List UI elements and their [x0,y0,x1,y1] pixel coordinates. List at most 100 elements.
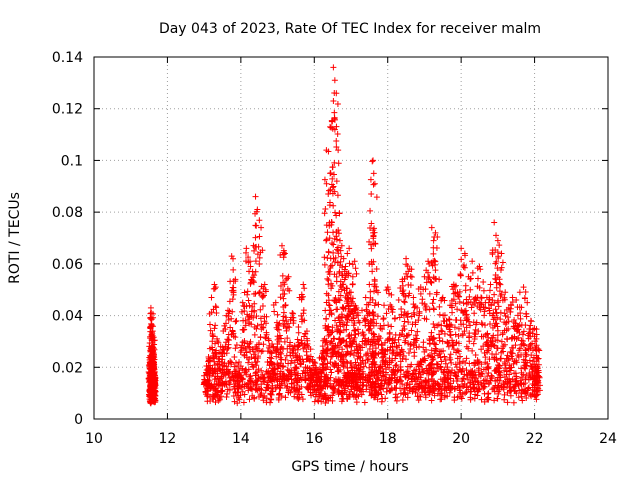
data-point [391,384,398,391]
data-point [523,395,530,401]
data-point [325,375,332,382]
data-point [326,199,333,206]
y-axis-label: ROTI / TECUs [7,192,23,284]
data-point [234,379,241,386]
data-point [333,236,340,243]
data-point [467,286,474,293]
data-point [250,364,257,371]
data-point [149,335,156,342]
data-point [463,355,470,362]
data-point [341,389,348,396]
data-point [341,266,348,273]
data-point [279,363,286,370]
data-point [507,381,514,388]
data-point [431,233,438,240]
data-point [151,381,158,388]
data-point [251,247,258,254]
data-point [486,287,493,294]
data-point [403,261,410,268]
data-point [213,310,220,317]
data-point [368,258,375,265]
data-point [444,393,451,400]
data-point [236,369,243,376]
data-point [298,383,305,390]
data-point [371,240,378,247]
data-point [278,350,285,357]
data-point [258,348,265,355]
data-point [426,290,433,297]
data-point [337,323,344,330]
data-point [430,296,437,303]
data-point [207,327,214,334]
data-point [436,311,443,318]
data-point [327,186,334,193]
data-point [333,178,340,185]
data-point [488,301,495,308]
data-point [470,340,477,347]
data-point [416,393,423,400]
data-point [333,228,340,235]
data-point [232,345,239,352]
data-point [207,383,214,390]
data-point [336,297,343,304]
data-point [231,363,238,370]
data-point [504,314,511,321]
data-point [507,392,514,399]
data-point [370,157,377,164]
data-point [478,301,485,308]
data-point [223,350,230,357]
data-point [327,169,334,176]
data-point [511,317,518,324]
data-point [500,348,507,355]
data-point [225,344,232,351]
data-point [434,361,441,368]
data-point [457,317,464,324]
data-point [247,338,254,345]
data-point [482,354,489,361]
data-point [400,352,407,359]
data-point [407,273,414,280]
data-point [333,212,340,219]
data-point [404,310,411,317]
data-point [344,250,351,257]
data-point [535,367,542,374]
data-point [496,242,503,249]
data-point [452,372,459,379]
data-point [396,314,403,321]
data-point [398,346,405,353]
data-point [438,390,445,397]
data-point [149,351,156,358]
data-point [243,303,250,310]
data-point [496,276,503,283]
data-point [269,382,276,389]
data-point [337,247,344,254]
data-point [294,354,301,361]
data-point [295,329,302,336]
data-point [515,322,522,329]
data-point [282,356,289,363]
data-point [473,319,480,326]
data-point [268,355,275,362]
data-point [494,314,501,321]
x-tick-label: 20 [452,431,470,447]
data-point [266,354,273,361]
data-point [260,341,267,348]
data-point [150,392,157,399]
data-point [438,358,445,365]
data-point [332,259,339,266]
data-point [383,369,390,376]
data-point [509,294,516,301]
data-point [220,327,227,334]
data-point [354,384,361,391]
data-point [353,399,360,406]
data-point [252,386,259,393]
data-point [224,390,231,397]
data-point [383,388,390,395]
data-point [373,389,380,396]
data-point [299,316,306,323]
data-point [400,322,407,329]
data-point [325,248,332,255]
y-tick-label: 0.1 [61,153,83,169]
data-point [314,397,321,404]
data-point [228,315,235,322]
